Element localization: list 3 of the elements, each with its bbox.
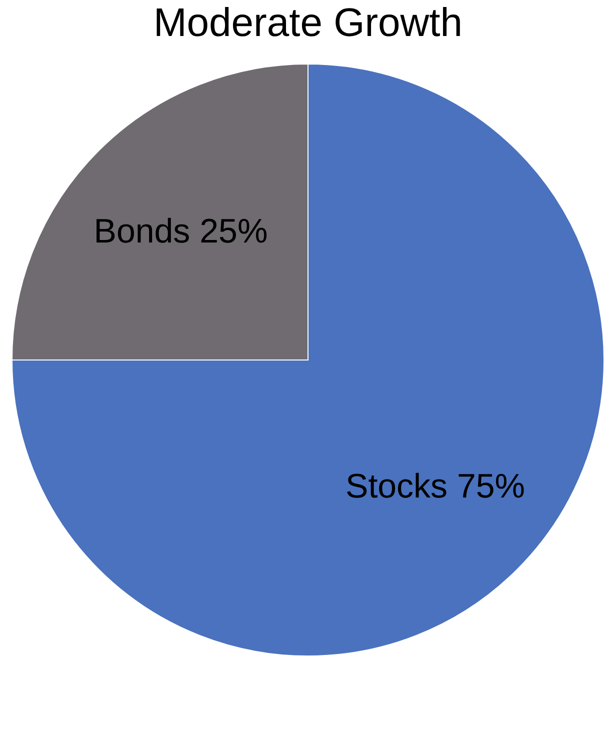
slice-label: Bonds 25% — [94, 212, 268, 251]
slice-label: Stocks 75% — [346, 467, 526, 506]
chart-title: Moderate Growth — [153, 1, 463, 45]
